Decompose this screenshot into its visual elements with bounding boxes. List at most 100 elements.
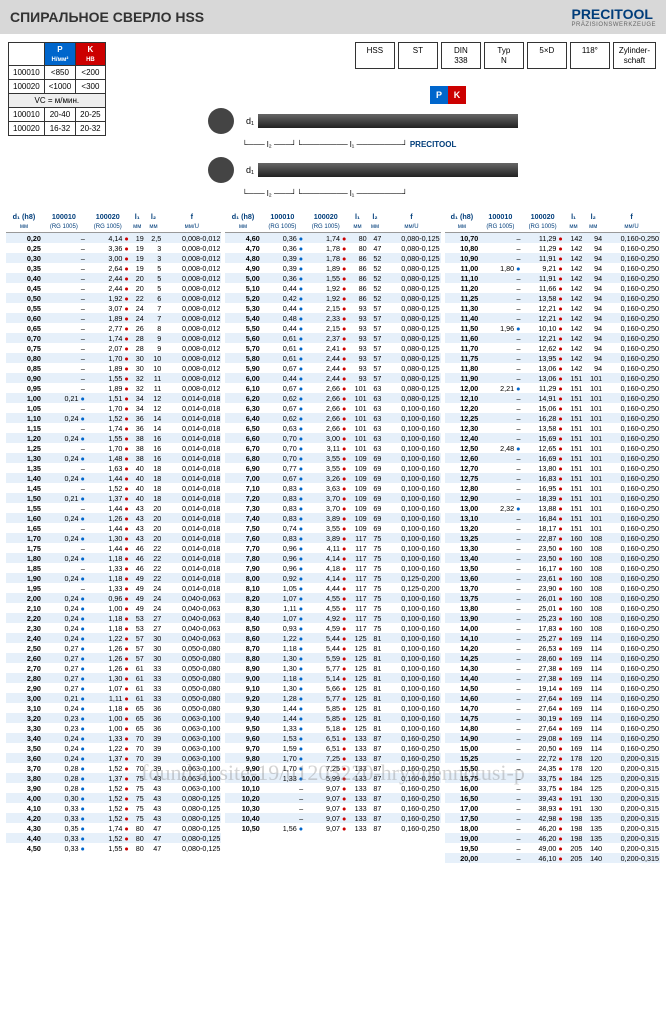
logo-block: PRECITOOL PRÄZISIONSWERKZEUGE	[571, 6, 656, 28]
table-row: 0,70–1,74 ●2890,008-0,012	[6, 333, 221, 343]
table-row: 1,000,21 ●1,51 ●34120,014-0,018	[6, 393, 221, 403]
drill-diagram: d₁ └─── l₂ ───┘└──────── l₁ ────────┘ PR…	[208, 52, 658, 198]
table-row: 14,75–30,19 ●1691140,160-0,250	[445, 713, 660, 723]
table-row: 2,200,24 ●1,18 ●53270,040-0,063	[6, 613, 221, 623]
table-row: 14,30–27,38 ●1691140,160-0,250	[445, 663, 660, 673]
table-row: 3,900,28 ●1,52 ●75430,063-0,100	[6, 783, 221, 793]
table-row: 0,30–3,00 ●1930,008-0,012	[6, 253, 221, 263]
table-row: 7,000,67 ●3,26 ●109690,100-0,160	[225, 473, 440, 483]
table-row: 2,000,24 ●0,96 ●49240,040-0,063	[6, 593, 221, 603]
table-row: 15,00–20,50 ●1691140,160-0,250	[445, 743, 660, 753]
table-row: 0,40–2,44 ●2050,008-0,012	[6, 273, 221, 283]
table-row: 7,600,83 ●3,89 ●117750,100-0,160	[225, 533, 440, 543]
table-row: 5,900,67 ●2,44 ●93570,080-0,125	[225, 363, 440, 373]
table-row: 2,700,27 ●1,26 ●61330,050-0,080	[6, 663, 221, 673]
table-row: 11,75–13,95 ●142940,160-0,250	[445, 353, 660, 363]
table-row: 0,75–2,07 ●2890,008-0,012	[6, 343, 221, 353]
table-row: 1,95–1,33 ●49240,014-0,018	[6, 583, 221, 593]
table-row: 4,400,33 ●1,52 ●80470,080-0,125	[6, 833, 221, 843]
table-row: 12,70–13,80 ●1511010,160-0,250	[445, 463, 660, 473]
table-row: 9,201,28 ●5,77 ●125810,100-0,160	[225, 693, 440, 703]
table-row: 12,60–16,69 ●1511010,160-0,250	[445, 453, 660, 463]
table-row: 4,300,35 ●1,74 ●80470,080-0,125	[6, 823, 221, 833]
table-row: 0,50–1,92 ●2260,008-0,012	[6, 293, 221, 303]
table-row: 13,50–16,17 ●1601080,160-0,250	[445, 563, 660, 573]
table-row: 5,700,61 ●2,41 ●93570,080-0,125	[225, 343, 440, 353]
table-row: 14,80–27,64 ●1691140,160-0,250	[445, 723, 660, 733]
table-row: 8,500,93 ●4,59 ●117750,100-0,160	[225, 623, 440, 633]
table-row: 13,25–22,87 ●1601080,160-0,250	[445, 533, 660, 543]
table-row: 3,600,24 ●1,37 ●70390,063-0,100	[6, 753, 221, 763]
table-row: 6,700,70 ●3,11 ●101630,100-0,160	[225, 443, 440, 453]
table-row: 14,40–27,38 ●1691140,160-0,250	[445, 673, 660, 683]
table-row: 5,500,44 ●2,15 ●93570,080-0,125	[225, 323, 440, 333]
drill-tip-icon	[208, 157, 234, 183]
table-row: 1,55–1,44 ●43200,014-0,018	[6, 503, 221, 513]
table-row: 7,100,83 ●3,63 ●109690,100-0,160	[225, 483, 440, 493]
table-row: 0,55–3,07 ●2470,008-0,012	[6, 303, 221, 313]
table-row: 14,50–19,14 ●1691140,160-0,250	[445, 683, 660, 693]
table-row: 10,80–11,29 ●142940,160-0,250	[445, 243, 660, 253]
table-row: 12,40–15,69 ●1511010,160-0,250	[445, 433, 660, 443]
table-row: 2,100,24 ●1,00 ●49240,040-0,063	[6, 603, 221, 613]
table-row: 0,90–1,55 ●32110,008-0,012	[6, 373, 221, 383]
table-row: 3,100,24 ●1,18 ●65360,050-0,080	[6, 703, 221, 713]
table-row: 13,30–23,50 ●1601080,160-0,250	[445, 543, 660, 553]
table-row: 14,00–17,83 ●1601080,160-0,250	[445, 623, 660, 633]
table-row: 14,90–29,08 ●1691140,160-0,250	[445, 733, 660, 743]
table-row: 8,301,11 ●4,55 ●117750,100-0,160	[225, 603, 440, 613]
table-row: 0,25–3,36 ●1930,008-0,012	[6, 243, 221, 253]
table-row: 13,40–23,50 ●1601080,160-0,250	[445, 553, 660, 563]
table-row: 6,400,62 ●2,66 ●101630,100-0,160	[225, 413, 440, 423]
table-row: 19,50–49,00 ●2051400,200-0,315	[445, 843, 660, 853]
spec-badges: HSSSTDIN338TypN5×D118°Zylinder-schaft	[355, 42, 656, 69]
drill-tip-icon	[208, 108, 234, 134]
table-row: 1,85–1,33 ●46220,014-0,018	[6, 563, 221, 573]
table-row: 13,10–16,84 ●1511010,160-0,250	[445, 513, 660, 523]
table-row: 9,901,70 ●7,25 ●133870,160-0,250	[225, 763, 440, 773]
table-row: 0,60–1,89 ●2470,008-0,012	[6, 313, 221, 323]
table-row: 9,701,59 ●6,51 ●133870,160-0,250	[225, 743, 440, 753]
logo-subtitle: PRÄZISIONSWERKZEUGE	[571, 22, 656, 28]
table-row: 6,100,67 ●2,66 ●101630,080-0,125	[225, 383, 440, 393]
table-row: 11,30–12,21 ●142940,160-0,250	[445, 303, 660, 313]
table-row: 3,500,24 ●1,22 ●70390,063-0,100	[6, 743, 221, 753]
table-row: 7,900,96 ●4,18 ●117750,100-0,160	[225, 563, 440, 573]
table-row: 0,80–1,70 ●30100,008-0,012	[6, 353, 221, 363]
table-row: 15,25–22,72 ●1781200,200-0,315	[445, 753, 660, 763]
data-table-3: d₁ (h8)мм100010(RG 1005)100020(RG 1005)l…	[445, 210, 660, 863]
data-tables: d₁ (h8)мм100010(RG 1005)100020(RG 1005)l…	[0, 210, 666, 863]
table-row: 1,300,24 ●1,48 ●38160,014-0,018	[6, 453, 221, 463]
table-row: 14,10–25,27 ●1691140,160-0,250	[445, 633, 660, 643]
table-row: 12,80–16,95 ●1511010,160-0,250	[445, 483, 660, 493]
table-row: 4,500,33 ●1,55 ●80470,080-0,125	[6, 843, 221, 853]
table-row: 9,101,30 ●5,66 ●125810,100-0,160	[225, 683, 440, 693]
table-row: 13,70–23,90 ●1601080,160-0,250	[445, 583, 660, 593]
table-row: 19,00–46,20 ●1981350,200-0,315	[445, 833, 660, 843]
table-row: 12,25–16,28 ●1511010,160-0,250	[445, 413, 660, 423]
table-row: 13,80–25,01 ●1601080,160-0,250	[445, 603, 660, 613]
table-row: 7,500,74 ●3,55 ●109690,100-0,160	[225, 523, 440, 533]
table-row: 11,20–11,66 ●142940,160-0,250	[445, 283, 660, 293]
table-row: 12,30–13,58 ●1511010,160-0,250	[445, 423, 660, 433]
table-row: 16,00–33,75 ●1841250,200-0,315	[445, 783, 660, 793]
spec-area: PН/мм²KHB 100010<850<200 100020<1000<300…	[0, 34, 666, 210]
table-row: 11,40–12,21 ●142940,160-0,250	[445, 313, 660, 323]
data-table-1: d₁ (h8)мм100010(RG 1005)100020(RG 1005)l…	[6, 210, 221, 853]
table-row: 11,25–13,58 ●142940,160-0,250	[445, 293, 660, 303]
table-row: 1,600,24 ●1,26 ●43200,014-0,018	[6, 513, 221, 523]
table-row: 6,200,62 ●2,66 ●101630,080-0,125	[225, 393, 440, 403]
table-row: 5,400,48 ●2,33 ●93570,080-0,125	[225, 313, 440, 323]
table-row: 13,60–23,61 ●1601080,160-0,250	[445, 573, 660, 583]
spec-badge: TypN	[484, 42, 524, 69]
table-row: 7,800,96 ●4,14 ●117750,100-0,160	[225, 553, 440, 563]
table-row: 0,45–2,44 ●2050,008-0,012	[6, 283, 221, 293]
table-row: 8,901,30 ●5,77 ●125810,100-0,160	[225, 663, 440, 673]
table-row: 2,900,27 ●1,07 ●61330,050-0,080	[6, 683, 221, 693]
table-row: 1,05–1,70 ●34120,014-0,018	[6, 403, 221, 413]
table-row: 0,35–2,64 ●1950,008-0,012	[6, 263, 221, 273]
table-row: 1,45–1,52 ●40180,014-0,018	[6, 483, 221, 493]
table-row: 1,200,24 ●1,55 ●38160,014-0,018	[6, 433, 221, 443]
table-row: 0,20–4,14 ●192,50,008-0,012	[6, 233, 221, 244]
table-row: 6,300,67 ●2,66 ●101630,100-0,160	[225, 403, 440, 413]
